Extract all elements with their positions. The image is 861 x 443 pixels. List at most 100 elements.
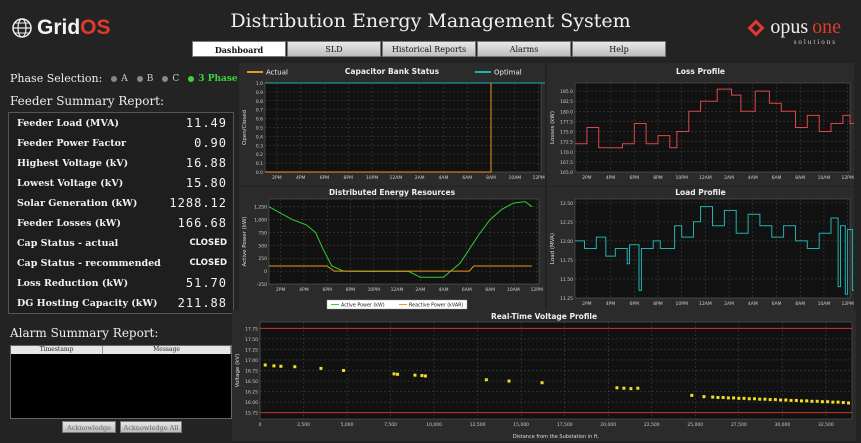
phase-selection: Phase Selection: A B C 3 Phase	[10, 72, 238, 85]
voltage-point	[747, 397, 751, 401]
summary-row: Solar Generation (kW) 1288.12	[9, 193, 233, 213]
voltage-point	[820, 400, 824, 404]
y-tick-label: 17.00	[245, 358, 258, 364]
voltage-point	[726, 396, 730, 400]
voltage-point	[540, 381, 544, 385]
voltage-point	[805, 399, 809, 403]
y-tick-label: 750	[258, 230, 267, 236]
phase-3-label: 3 Phase	[198, 73, 238, 84]
y-tick-label: 12.25	[560, 220, 573, 226]
y-tick-label: 167.5	[560, 160, 573, 166]
y-tick-label: 182.5	[560, 99, 573, 105]
phase-c-label: C	[172, 73, 180, 84]
tab-dashboard[interactable]: Dashboard	[192, 41, 286, 57]
x-tick-label: 12AM	[390, 175, 403, 181]
col-message[interactable]: Message	[103, 346, 231, 354]
radio-dot-icon	[162, 75, 169, 82]
y-tick-label: 12.00	[560, 239, 573, 245]
opus-one-logo: opus one solutions	[746, 16, 841, 46]
tab-alarms[interactable]: Alarms	[477, 41, 571, 57]
y-tick-label: 17.25	[245, 347, 258, 353]
phase-radio-a[interactable]: A	[111, 74, 128, 84]
load-profile-chart: Load Profile 11.25 11.50 11.75 12.00 12.25 12.…	[547, 187, 854, 312]
voltage-point	[392, 372, 396, 376]
x-tick-label: 5,000	[341, 422, 354, 428]
x-tick-label: 15,000	[513, 422, 529, 428]
y-tick-label: 0.9	[256, 90, 263, 96]
summary-value: 0.90	[194, 136, 227, 150]
summary-label: Cap Status - actual	[17, 237, 119, 249]
voltage-point	[396, 372, 400, 376]
brand-sub: solutions	[793, 38, 837, 46]
summary-value: 1288.12	[169, 196, 227, 210]
phase-radio-b[interactable]: B	[136, 74, 153, 84]
tab-historical-reports[interactable]: Historical Reports	[382, 41, 476, 57]
y-tick-label: 15.75	[245, 411, 258, 417]
x-tick-label: 12AM	[699, 175, 712, 181]
y-tick-label: -250	[257, 282, 267, 288]
y-tick-label: 0.8	[256, 99, 263, 105]
radio-dot-icon	[136, 75, 143, 82]
x-tick-label: 22,500	[644, 422, 660, 428]
y-axis-label: Open/Closed	[242, 110, 248, 145]
x-tick-label: 12PM	[532, 175, 544, 181]
x-tick-label: 8PM	[346, 287, 356, 293]
y-tick-label: 500	[258, 243, 267, 249]
logo-text: Grid	[37, 16, 81, 39]
legend-actual: Actual	[266, 69, 288, 77]
x-tick-label: 2AM	[415, 287, 425, 293]
voltage-point	[690, 393, 694, 397]
summary-row: Cap Status - recommended CLOSED	[9, 253, 233, 273]
tab-sld[interactable]: SLD	[287, 41, 381, 57]
voltage-point	[815, 399, 819, 403]
der-chart: Distributed Energy Resources -250 0 250 500 7…	[239, 187, 545, 312]
x-tick-label: 12AM	[391, 287, 404, 293]
acknowledge-button[interactable]: Acknowledge	[62, 421, 116, 433]
y-tick-label: 0.3	[256, 143, 263, 149]
x-tick-label: 12AM	[699, 301, 712, 307]
y-tick-label: 1,000	[254, 218, 267, 224]
tab-help[interactable]: Help	[572, 41, 666, 57]
x-tick-label: 7,500	[384, 422, 397, 428]
summary-label: Cap Status - recommended	[17, 257, 161, 269]
phase-radio-c[interactable]: C	[162, 74, 179, 84]
x-tick-label: 8PM	[344, 175, 354, 181]
y-tick-label: 17.50	[245, 337, 258, 343]
x-tick-label: 10AM	[818, 301, 831, 307]
summary-value: 166.68	[177, 216, 227, 230]
voltage-point	[831, 400, 835, 404]
series-line-0	[575, 88, 854, 149]
feeder-summary-table: Feeder Load (MVA) 11.49 Feeder Power Fact…	[8, 112, 234, 314]
voltage-point	[841, 401, 845, 405]
y-tick-label: 0.5	[256, 126, 263, 132]
voltage-point	[319, 366, 323, 370]
y-tick-label: 1.0	[256, 81, 263, 87]
phase-radio-3phase[interactable]: 3 Phase	[188, 73, 238, 84]
y-tick-label: 250	[258, 256, 267, 262]
col-timestamp[interactable]: Timestamp	[11, 346, 104, 354]
y-axis-label: Voltage (kV)	[235, 354, 241, 388]
voltage-point	[752, 397, 756, 401]
brand-accent: one	[812, 16, 841, 38]
voltage-point	[810, 399, 814, 403]
x-tick-label: 8AM	[486, 175, 496, 181]
acknowledge-all-button[interactable]: Acknowledge All	[120, 421, 182, 433]
voltage-point	[629, 387, 633, 391]
alarm-table[interactable]: Timestamp Message	[10, 345, 232, 419]
x-tick-label: 17,500	[557, 422, 573, 428]
alarm-table-header: Timestamp Message	[11, 346, 231, 354]
gridos-logo: Grid OS	[12, 16, 111, 40]
voltage-point	[413, 373, 417, 377]
voltage-point	[763, 397, 767, 401]
voltage-point	[826, 400, 830, 404]
y-tick-label: 0.1	[256, 161, 263, 167]
voltage-point	[789, 398, 793, 402]
summary-row: Lowest Voltage (kV) 15.80	[9, 173, 233, 193]
voltage-point	[794, 398, 798, 402]
summary-label: Highest Voltage (kV)	[17, 157, 129, 169]
x-tick-label: 4PM	[296, 175, 306, 181]
x-tick-label: 2,500	[297, 422, 310, 428]
voltage-point	[768, 398, 772, 402]
x-tick-label: 8AM	[795, 175, 805, 181]
y-tick-label: 16.25	[245, 390, 258, 396]
